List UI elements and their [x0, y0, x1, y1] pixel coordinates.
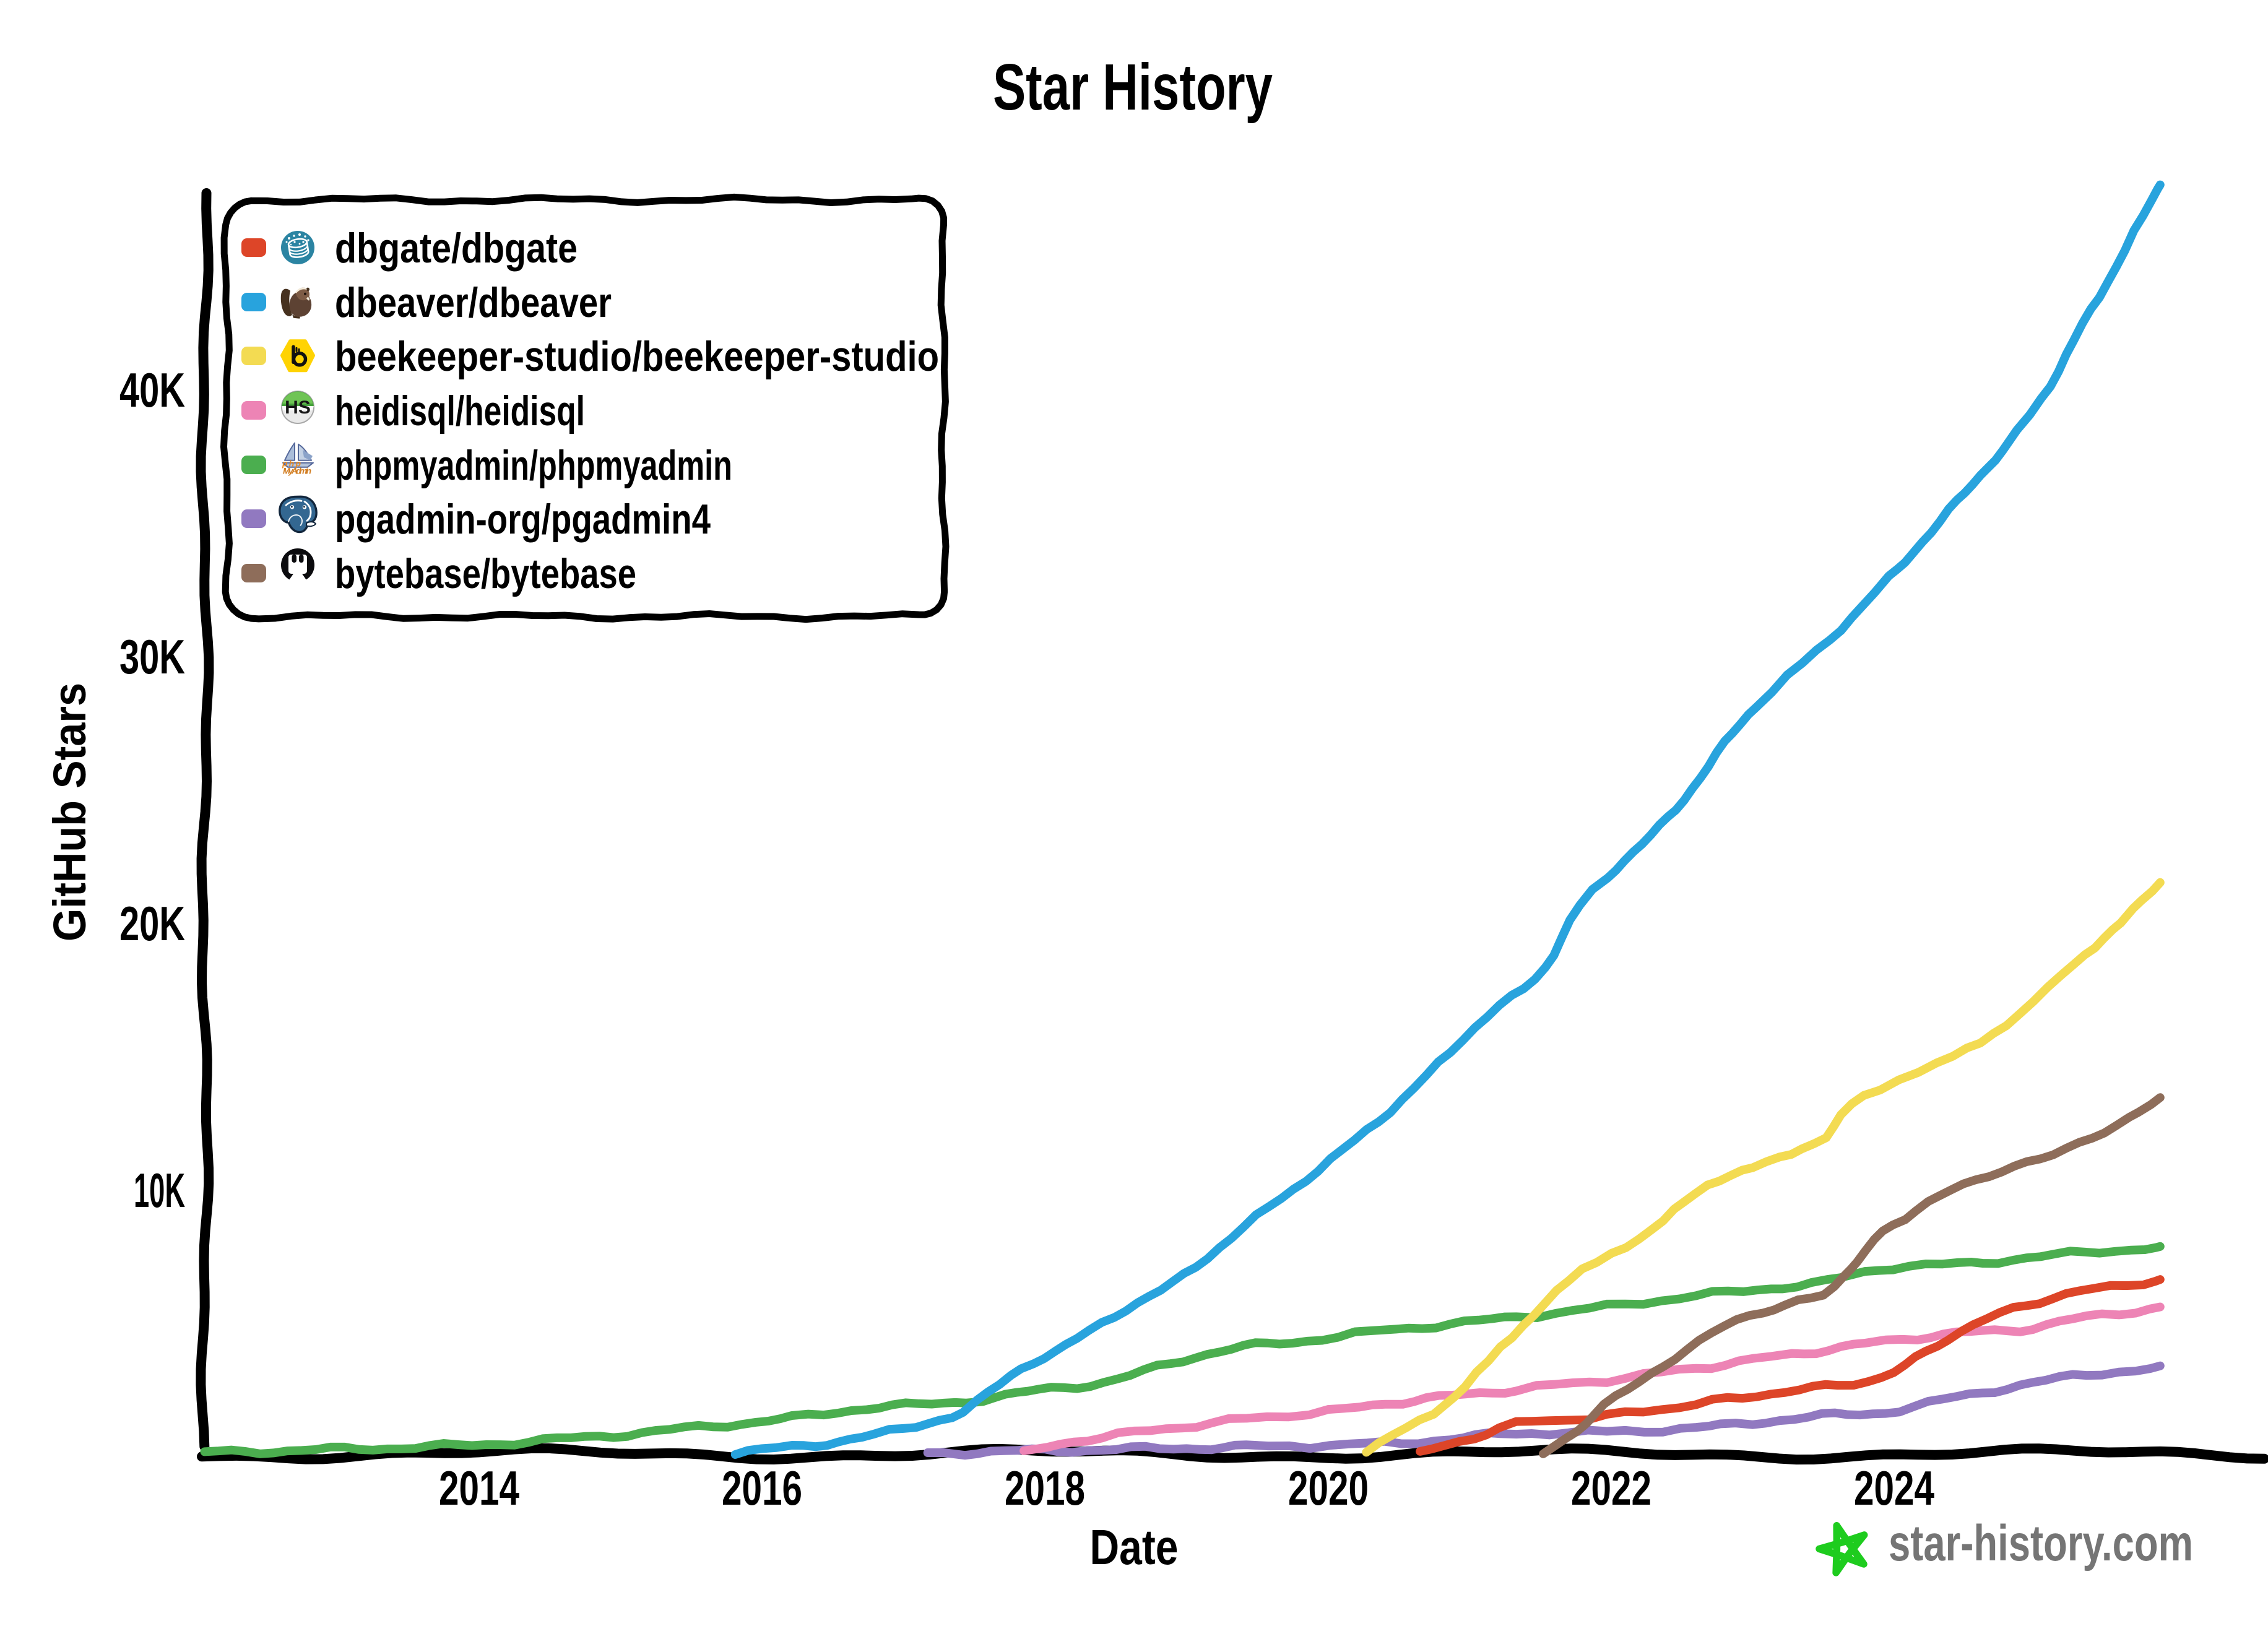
svg-text:2016: 2016 — [722, 1461, 802, 1515]
svg-text:2014: 2014 — [439, 1461, 519, 1515]
svg-text:20K: 20K — [119, 896, 185, 951]
svg-text:pgadmin-org/pgadmin4: pgadmin-org/pgadmin4 — [335, 496, 711, 543]
svg-text:2024: 2024 — [1854, 1461, 1934, 1515]
svg-text:php: php — [282, 459, 301, 469]
svg-text:beekeeper-studio/beekeeper-stu: beekeeper-studio/beekeeper-studio — [335, 333, 939, 380]
svg-text:Date: Date — [1090, 1520, 1179, 1575]
svg-text:star-history.com: star-history.com — [1889, 1515, 2193, 1572]
svg-text:HS: HS — [285, 397, 311, 418]
svg-text:dbeaver/dbeaver: dbeaver/dbeaver — [335, 279, 612, 326]
svg-text:2018: 2018 — [1005, 1461, 1085, 1515]
svg-text:30K: 30K — [119, 629, 185, 684]
svg-text:GitHub Stars: GitHub Stars — [44, 683, 95, 941]
svg-text:2022: 2022 — [1571, 1461, 1651, 1515]
svg-text:10K: 10K — [134, 1163, 185, 1217]
svg-text:bytebase/bytebase: bytebase/bytebase — [335, 550, 636, 597]
svg-text:Star History: Star History — [993, 51, 1273, 124]
svg-text:heidisql/heidisql: heidisql/heidisql — [335, 387, 585, 435]
svg-text:40K: 40K — [119, 363, 185, 417]
svg-text:MyAdmin: MyAdmin — [283, 466, 311, 476]
svg-text:dbgate/dbgate: dbgate/dbgate — [335, 225, 578, 272]
svg-text:2020: 2020 — [1288, 1461, 1369, 1515]
svg-text:phpmyadmin/phpmyadmin: phpmyadmin/phpmyadmin — [335, 442, 732, 489]
